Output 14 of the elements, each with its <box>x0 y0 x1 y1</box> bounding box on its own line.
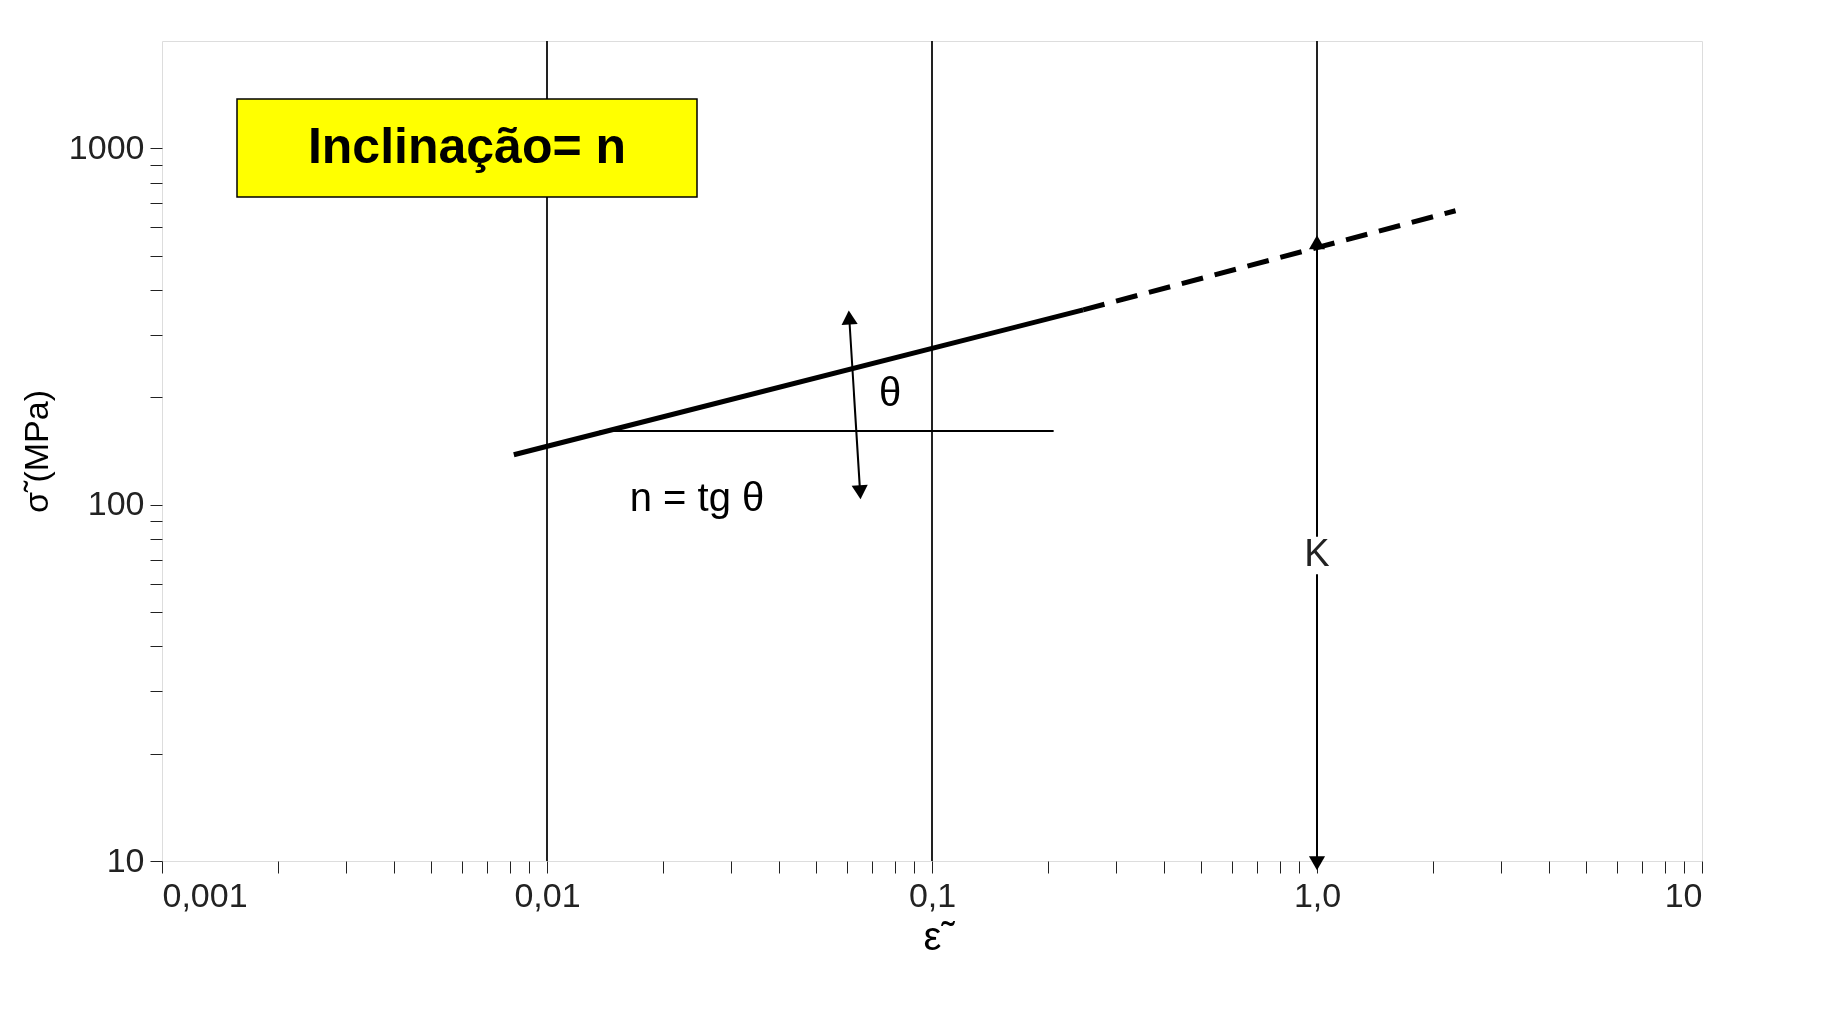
annotation: n = tg θ <box>629 475 765 519</box>
y-tick-label: 10 <box>106 840 145 879</box>
annotation: Inclinação= n <box>307 118 627 174</box>
annotation: K <box>1304 532 1330 575</box>
x-tick-label: 0,001 <box>162 875 248 914</box>
x-tick-label: 10 <box>1664 875 1703 914</box>
x-tick-label: 1,0 <box>1293 875 1342 914</box>
y-axis-title: σ̃ (MPa) <box>16 390 55 513</box>
x-tick-label: 0,01 <box>514 875 581 914</box>
y-tick-label: 100 <box>87 484 145 523</box>
annotation: θ <box>878 370 902 414</box>
x-axis-title: ε̃ <box>923 913 956 958</box>
x-tick-label: 0,1 <box>908 875 957 914</box>
y-tick-label: 1000 <box>68 127 145 166</box>
